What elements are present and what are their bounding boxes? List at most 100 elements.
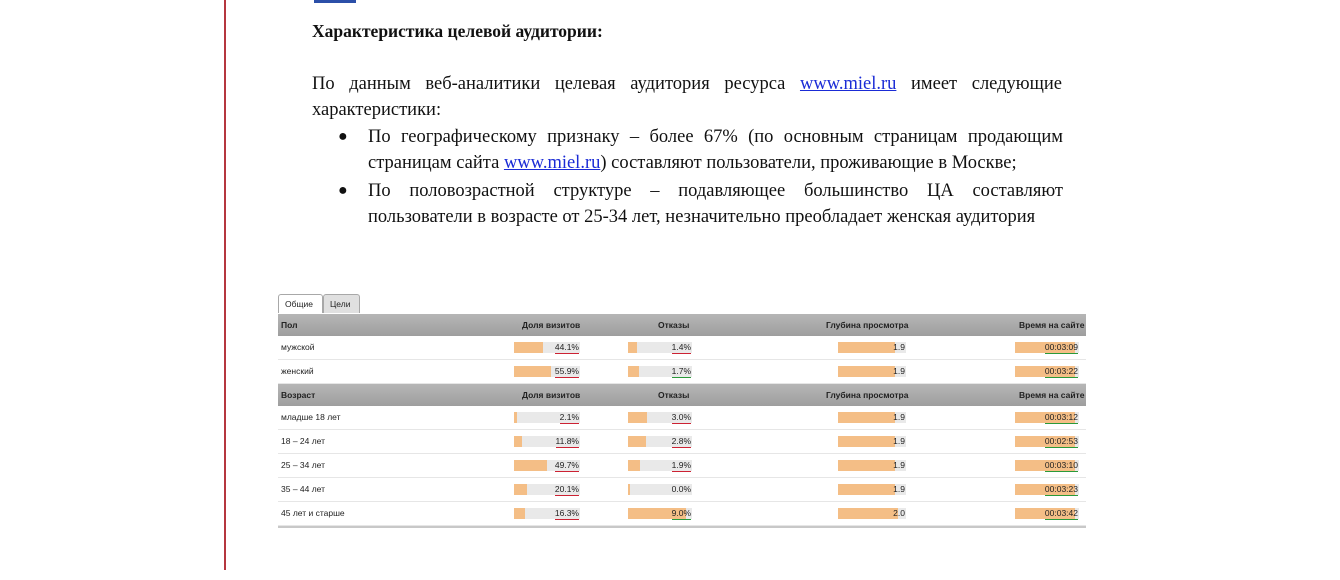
bounce-bar-fill — [628, 412, 648, 423]
share-bar-fill — [514, 366, 551, 377]
analytics-table-widget: Общие Цели Пол Доля визитов Отказы Глубина … — [278, 292, 1086, 528]
list-item-demographics: ● По половозрастной структуре – подавляющ… — [338, 178, 1063, 230]
depth-value: 1.9 — [893, 366, 905, 376]
depth-bar: 1.9 — [838, 460, 906, 471]
table-row: 35 – 44 лет 20.1% 0.0% 1.9 00:03:23 — [278, 478, 1086, 502]
table-row: 45 лет и старше 16.3% 9.0% 2.0 00:03:42 — [278, 502, 1086, 526]
bounce-bar-fill — [628, 366, 639, 377]
time-bar-fill — [1015, 508, 1075, 519]
bounce-value: 2.8% — [671, 436, 691, 448]
share-bar: 20.1% — [514, 484, 580, 496]
table-section-header: Пол Доля визитов Отказы Глубина просмотра Вр… — [278, 314, 1086, 336]
time-value: 00:03:22 — [1044, 366, 1078, 378]
bounce-bar: 2.8% — [628, 436, 692, 448]
column-header-depth[interactable]: Глубина просмотра — [826, 320, 909, 330]
depth-bar: 2.0 — [838, 508, 906, 519]
column-header-bounce[interactable]: Отказы — [658, 320, 690, 330]
table-row: мужской 44.1% 1.4% 1.9 00:03:09 — [278, 336, 1086, 360]
depth-bar: 1.9 — [838, 342, 906, 353]
table-row: младше 18 лет 2.1% 3.0% 1.9 00:03:12 — [278, 406, 1086, 430]
tab-goals[interactable]: Цели — [323, 294, 360, 313]
share-bar-fill — [514, 508, 525, 519]
share-value: 49.7% — [554, 460, 579, 472]
depth-value: 1.9 — [893, 342, 905, 352]
depth-value: 1.9 — [893, 412, 905, 422]
miel-link[interactable]: www.miel.ru — [799, 74, 897, 94]
share-value: 44.1% — [554, 342, 579, 354]
bounce-bar-fill — [628, 460, 641, 471]
bounce-value: 0.0% — [671, 484, 691, 494]
bounce-bar: 0.0% — [628, 484, 692, 495]
tab-bar: Общие Цели — [278, 292, 1086, 314]
time-value: 00:03:23 — [1044, 484, 1078, 496]
bullet-text-end: ) составляют пользователи, проживающие в… — [600, 153, 1017, 173]
bounce-bar-fill — [628, 508, 686, 519]
depth-bar: 1.9 — [838, 366, 906, 377]
depth-bar-fill — [838, 366, 895, 377]
share-bar-fill — [514, 460, 547, 471]
depth-bar: 1.9 — [838, 436, 906, 447]
time-bar-fill — [1015, 484, 1075, 495]
time-bar: 00:02:53 — [1015, 436, 1079, 448]
time-bar-fill — [1015, 342, 1075, 353]
share-value: 20.1% — [554, 484, 579, 496]
column-header-bounce[interactable]: Отказы — [658, 390, 690, 400]
bounce-value: 1.4% — [671, 342, 691, 354]
characteristics-list: ● По географическому признаку – более 67%… — [338, 124, 1063, 232]
column-header-share[interactable]: Доля визитов — [522, 390, 581, 400]
time-bar-fill — [1015, 460, 1075, 471]
bullet-icon: ● — [338, 182, 348, 199]
row-label: 45 лет и старше — [281, 508, 345, 518]
bounce-bar: 3.0% — [628, 412, 692, 424]
depth-bar-fill — [838, 460, 895, 471]
section-title: Возраст — [281, 390, 316, 400]
time-value: 00:03:09 — [1044, 342, 1078, 354]
depth-value: 2.0 — [893, 508, 905, 518]
time-bar-fill — [1015, 412, 1075, 423]
share-bar: 2.1% — [514, 412, 580, 424]
depth-bar-fill — [838, 484, 895, 495]
time-bar: 00:03:23 — [1015, 484, 1079, 496]
row-label: мужской — [281, 342, 315, 352]
share-bar: 44.1% — [514, 342, 580, 354]
time-bar-fill — [1015, 366, 1075, 377]
depth-bar-fill — [838, 412, 895, 423]
bounce-bar-fill — [628, 342, 637, 353]
column-header-time[interactable]: Время на сайте — [1019, 390, 1085, 400]
time-value: 00:03:10 — [1044, 460, 1078, 472]
time-bar: 00:03:22 — [1015, 366, 1079, 378]
miel-link[interactable]: www.miel.ru — [503, 153, 601, 173]
intro-text-end: имеет следующие характеристики: — [312, 74, 1062, 120]
bounce-bar: 1.7% — [628, 366, 692, 378]
row-label: младше 18 лет — [281, 412, 341, 422]
table-row: 18 – 24 лет 11.8% 2.8% 1.9 00:02:53 — [278, 430, 1086, 454]
bounce-value: 1.7% — [671, 366, 691, 378]
share-bar: 16.3% — [514, 508, 580, 520]
bounce-value: 1.9% — [671, 460, 691, 472]
bullet-text: По половозрастной структуре – подавляюще… — [368, 181, 1063, 227]
tab-general[interactable]: Общие — [278, 294, 323, 313]
depth-value: 1.9 — [893, 484, 905, 494]
depth-bar-fill — [838, 508, 898, 519]
bullet-icon: ● — [338, 128, 348, 145]
row-label: 35 – 44 лет — [281, 484, 326, 494]
table-bottom-rule — [278, 526, 1086, 528]
time-bar: 00:03:42 — [1015, 508, 1079, 520]
share-bar-fill — [514, 484, 528, 495]
depth-value: 1.9 — [893, 436, 905, 446]
section-heading: Характеристика целевой аудитории: — [312, 21, 603, 41]
bounce-bar: 9.0% — [628, 508, 692, 520]
bounce-bar-fill — [628, 484, 630, 495]
share-value: 16.3% — [554, 508, 579, 520]
column-header-time[interactable]: Время на сайте — [1019, 320, 1085, 330]
depth-bar-fill — [838, 342, 895, 353]
list-item-geography: ● По географическому признаку – более 67%… — [338, 124, 1063, 176]
column-header-share[interactable]: Доля визитов — [522, 320, 581, 330]
column-header-depth[interactable]: Глубина просмотра — [826, 390, 909, 400]
share-bar-fill — [514, 436, 522, 447]
table-row: женский 55.9% 1.7% 1.9 00:03:22 — [278, 360, 1086, 384]
share-value: 2.1% — [559, 412, 579, 424]
bounce-bar: 1.4% — [628, 342, 692, 354]
table-row: 25 – 34 лет 49.7% 1.9% 1.9 00:03:10 — [278, 454, 1086, 478]
bounce-value: 9.0% — [671, 508, 691, 520]
